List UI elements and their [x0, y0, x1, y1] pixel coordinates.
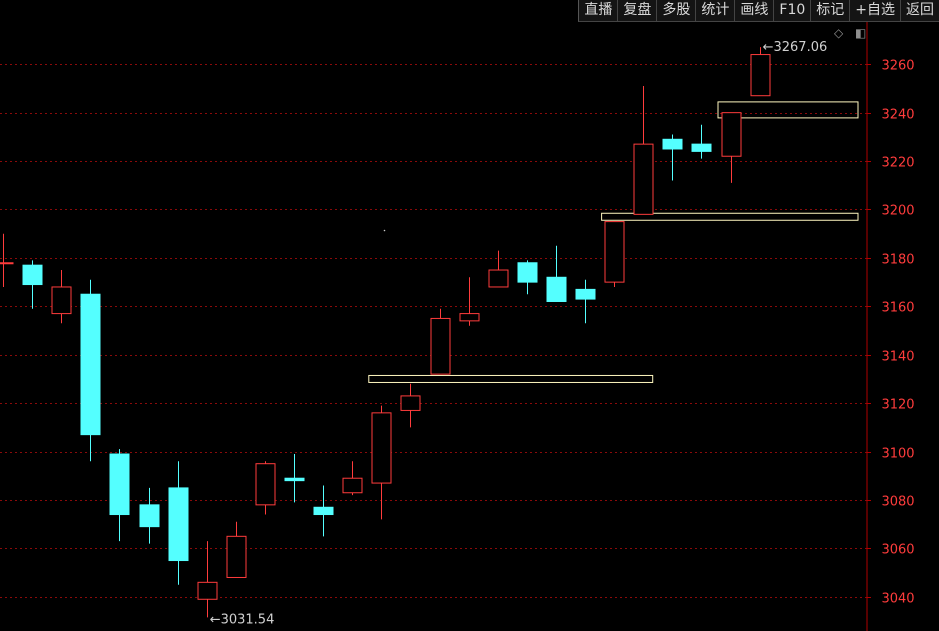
candle: [226, 521, 247, 578]
y-tick-label: 3200: [881, 204, 914, 219]
candle-body: [691, 143, 712, 152]
candle-body: [546, 276, 567, 302]
candle-body: [80, 293, 101, 436]
price-annotation: ←3267.06: [763, 40, 828, 55]
price-annotation: ←3031.54: [210, 612, 275, 627]
zone-box: [368, 374, 654, 383]
candle: [139, 487, 160, 544]
candle-body: [22, 264, 43, 286]
y-tick-label: 3100: [881, 447, 914, 462]
cursor-dot: [383, 229, 386, 232]
f10-button[interactable]: F10: [773, 0, 811, 22]
candle-body: [109, 453, 130, 516]
candle: [371, 405, 392, 520]
candle-body: [662, 138, 683, 150]
draw-line-button[interactable]: 画线: [734, 0, 774, 22]
y-tick-label: 3080: [881, 495, 914, 510]
add-watchlist-button[interactable]: +自选: [849, 0, 900, 22]
candle: [721, 112, 742, 183]
candle-body: [604, 221, 625, 283]
y-tick-label: 3220: [881, 156, 914, 171]
candle-body: [400, 395, 421, 411]
y-tick-label: 3040: [881, 592, 914, 607]
candle-body: [226, 535, 247, 578]
candle: [430, 308, 451, 375]
candle: [197, 541, 218, 618]
toolbar: 直播 复盘 多股 统计 画线 F10 标记 +自选 返回: [578, 0, 939, 22]
back-button[interactable]: 返回: [900, 0, 939, 22]
annotations: ←3267.06 ←3031.54: [210, 40, 828, 627]
candle-body: [517, 262, 538, 283]
candle: [80, 279, 101, 462]
candle: [517, 260, 538, 295]
candle: [546, 245, 567, 302]
candle: [691, 124, 712, 159]
candle-body: [721, 112, 742, 157]
candle-body: [575, 288, 596, 300]
price-axis: 3040 3060 3080 3100 3120 3140 3160 3180 3200 3220…: [866, 0, 915, 631]
candle-body: [51, 286, 72, 315]
y-tick-label: 3120: [881, 398, 914, 413]
candle-body: [750, 54, 771, 97]
candle-body: [0, 262, 14, 265]
zone-box: [717, 101, 859, 119]
candle: [662, 134, 683, 181]
mark-button[interactable]: 标记: [810, 0, 850, 22]
panel-toggle-icon[interactable]: ◧: [855, 26, 867, 40]
y-tick-label: 3240: [881, 108, 914, 123]
multi-stock-button[interactable]: 多股: [656, 0, 696, 22]
y-tick-label: 3180: [881, 253, 914, 268]
y-tick-label: 3140: [881, 350, 914, 365]
y-tick-label: 3160: [881, 301, 914, 316]
candle-body: [255, 463, 276, 506]
candle: [284, 454, 305, 503]
zone-boxes: [368, 101, 859, 383]
candle: [255, 461, 276, 515]
candle: [0, 233, 14, 287]
zone-box: [601, 212, 859, 221]
candle-body: [197, 581, 218, 600]
candle-body: [633, 143, 654, 215]
live-button[interactable]: 直播: [578, 0, 618, 22]
candle: [459, 277, 480, 326]
candle: [51, 270, 72, 324]
candle: [488, 250, 509, 288]
candles: [0, 47, 771, 618]
diamond-icon[interactable]: ◇: [834, 26, 844, 40]
candle: [633, 86, 654, 215]
y-tick-label: 3060: [881, 543, 914, 558]
candle-body: [313, 506, 334, 516]
candle-body: [284, 477, 305, 482]
candle: [342, 461, 363, 496]
candle-body: [459, 313, 480, 322]
candle: [575, 279, 596, 324]
candle-body: [342, 477, 363, 494]
candle-body: [139, 504, 160, 528]
candle: [750, 47, 771, 97]
review-button[interactable]: 复盘: [617, 0, 657, 22]
candle-body: [488, 269, 509, 288]
candle-body: [430, 317, 451, 375]
candle: [22, 260, 43, 309]
candle-body: [371, 412, 392, 484]
candle: [400, 383, 421, 428]
statistics-button[interactable]: 统计: [695, 0, 735, 22]
candle: [109, 449, 130, 542]
y-tick-label: 3260: [881, 59, 914, 74]
candle: [604, 221, 625, 287]
candle: [313, 485, 334, 537]
candle: [168, 461, 189, 585]
candle-body: [168, 487, 189, 562]
